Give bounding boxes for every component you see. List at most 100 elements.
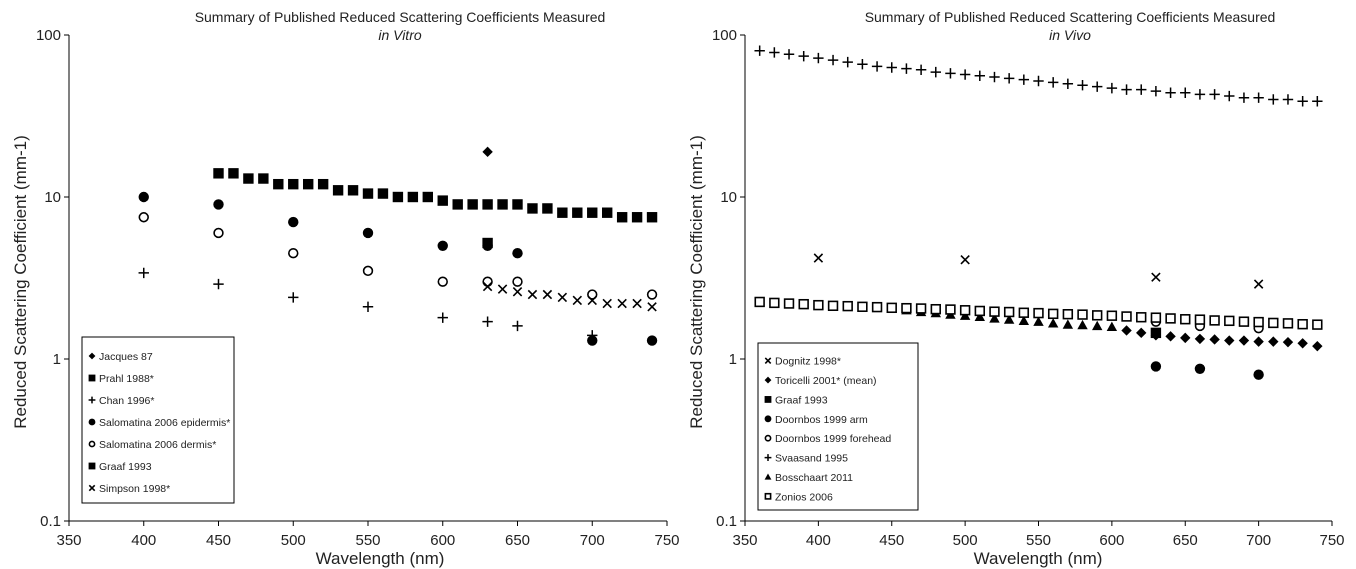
legend-marker bbox=[764, 376, 772, 384]
legend-item: Simpson 1998* bbox=[88, 483, 170, 495]
x-tick-label: 750 bbox=[1319, 532, 1344, 549]
data-point bbox=[542, 289, 553, 300]
legend-label: Toricelli 2001* (mean) bbox=[775, 375, 877, 387]
x-tick-label: 700 bbox=[1246, 532, 1271, 549]
data-point bbox=[960, 255, 970, 265]
legend-item: Prahl 1988* bbox=[88, 373, 154, 385]
series-svaasand-1995 bbox=[754, 45, 1323, 107]
data-point bbox=[1092, 310, 1103, 321]
data-point bbox=[437, 312, 448, 323]
legend-marker bbox=[88, 374, 96, 382]
data-point bbox=[1150, 327, 1162, 339]
legend-label: Bosschaart 2011 bbox=[775, 472, 853, 484]
data-point bbox=[587, 289, 598, 300]
data-point bbox=[273, 178, 284, 190]
data-point bbox=[437, 240, 448, 251]
data-point bbox=[497, 284, 508, 294]
x-tick-label: 750 bbox=[654, 532, 679, 549]
data-point bbox=[1121, 325, 1132, 336]
series-graaf-1993 bbox=[482, 237, 493, 249]
data-point bbox=[813, 253, 824, 263]
data-point bbox=[974, 70, 985, 81]
x-tick-label: 700 bbox=[580, 532, 605, 549]
data-point bbox=[527, 289, 538, 300]
data-point bbox=[1224, 315, 1235, 327]
legend-item: Svaasand 1995 bbox=[764, 453, 848, 465]
data-point bbox=[842, 56, 853, 68]
legend-label: Zonios 2006 bbox=[775, 491, 833, 503]
legend-marker bbox=[764, 357, 772, 364]
data-point bbox=[557, 207, 568, 218]
data-point bbox=[901, 63, 912, 74]
y-axis-label: Reduced Scattering Coefficient (mm-1) bbox=[687, 135, 706, 429]
data-point bbox=[1297, 318, 1308, 330]
y-tick-label: 100 bbox=[36, 27, 61, 44]
data-point bbox=[857, 59, 868, 70]
data-point bbox=[783, 298, 795, 309]
legend-marker bbox=[88, 440, 96, 448]
legend-marker bbox=[764, 492, 772, 500]
in-vivo-chart: Summary of Published Reduced Scattering … bbox=[687, 9, 1345, 568]
data-point bbox=[1077, 309, 1088, 320]
data-point bbox=[243, 173, 254, 184]
data-point bbox=[288, 247, 299, 259]
y-tick-label: 10 bbox=[720, 189, 737, 206]
data-point bbox=[542, 203, 553, 214]
data-point bbox=[1150, 85, 1162, 97]
x-tick-label: 650 bbox=[505, 532, 530, 549]
data-point bbox=[1297, 338, 1308, 349]
data-point bbox=[1062, 78, 1074, 89]
legend-marker bbox=[764, 434, 772, 442]
legend-item: Salomatina 2006 epidermis* bbox=[88, 417, 230, 429]
data-point bbox=[646, 212, 658, 223]
y-tick-label: 0.1 bbox=[716, 513, 737, 530]
legend-marker bbox=[764, 396, 772, 403]
data-point bbox=[1033, 307, 1044, 319]
data-point bbox=[1180, 87, 1191, 98]
data-point bbox=[377, 188, 389, 199]
data-point bbox=[482, 281, 493, 292]
x-tick-label: 450 bbox=[206, 532, 231, 549]
data-point bbox=[288, 216, 299, 228]
data-point bbox=[1224, 335, 1235, 346]
data-point bbox=[1194, 314, 1206, 325]
data-point bbox=[1297, 96, 1308, 107]
x-tick-label: 500 bbox=[953, 532, 978, 549]
data-point bbox=[974, 305, 986, 317]
x-axis-label: Wavelength (nm) bbox=[316, 549, 445, 568]
x-tick-label: 600 bbox=[430, 532, 455, 549]
data-point bbox=[1077, 79, 1088, 91]
x-tick-label: 450 bbox=[879, 532, 904, 549]
data-point bbox=[362, 188, 374, 199]
legend-marker bbox=[88, 418, 96, 426]
data-point bbox=[1180, 314, 1191, 325]
data-point bbox=[1092, 81, 1103, 92]
data-point bbox=[930, 66, 941, 78]
data-point bbox=[886, 62, 897, 73]
data-point bbox=[1238, 92, 1250, 103]
series-zonios-2006 bbox=[754, 296, 1323, 330]
data-point bbox=[587, 295, 597, 306]
data-point bbox=[1150, 312, 1162, 323]
x-tick-label: 350 bbox=[56, 532, 81, 549]
legend-box bbox=[757, 342, 919, 511]
data-point bbox=[915, 303, 927, 314]
data-point bbox=[1209, 89, 1220, 100]
y-axis-label: Reduced Scattering Coefficient (mm-1) bbox=[11, 135, 30, 429]
data-point bbox=[1165, 87, 1176, 98]
y-tick-label: 0.1 bbox=[40, 513, 61, 530]
data-point bbox=[646, 335, 658, 346]
data-point bbox=[332, 185, 344, 196]
x-tick-label: 600 bbox=[1099, 532, 1124, 549]
legend-marker bbox=[88, 396, 96, 404]
legend-item: Jacques 87 bbox=[88, 351, 153, 363]
data-point bbox=[1062, 309, 1074, 320]
data-point bbox=[213, 278, 224, 290]
x-tick-label: 400 bbox=[806, 532, 831, 549]
data-point bbox=[587, 207, 598, 218]
data-point bbox=[915, 64, 927, 75]
x-tick-label: 400 bbox=[131, 532, 156, 549]
data-point bbox=[452, 199, 463, 210]
legend-item: Salomatina 2006 dermis* bbox=[88, 439, 216, 451]
